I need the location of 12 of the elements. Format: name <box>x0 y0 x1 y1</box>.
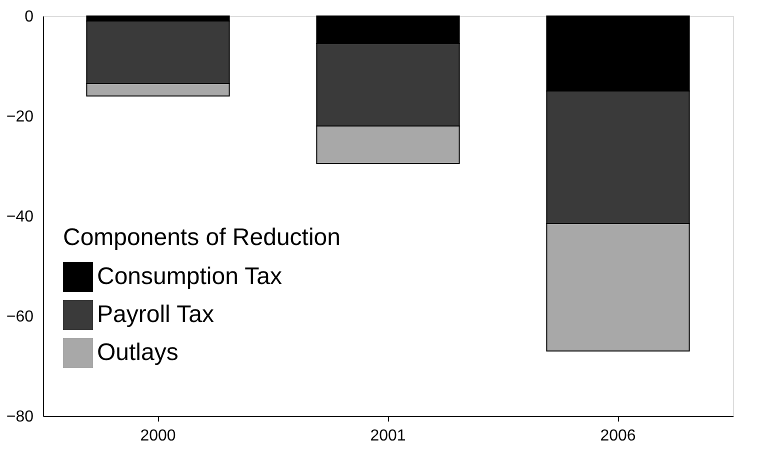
x-tick-label: 2001 <box>370 428 406 444</box>
x-tick-label: 2006 <box>600 428 636 444</box>
legend-label: Consumption Tax <box>97 263 282 290</box>
legend-label: Outlays <box>97 339 178 366</box>
y-tick-label: −80 <box>6 408 34 426</box>
x-tick-label: 2000 <box>140 428 176 444</box>
y-tick-label: −20 <box>6 108 34 126</box>
legend-label: Payroll Tax <box>97 301 214 328</box>
y-tick-label: −40 <box>6 208 34 226</box>
y-tick-label: −60 <box>6 308 34 326</box>
y-tick-label: 0 <box>24 8 34 26</box>
legend-title: Components of Reduction <box>63 224 340 251</box>
